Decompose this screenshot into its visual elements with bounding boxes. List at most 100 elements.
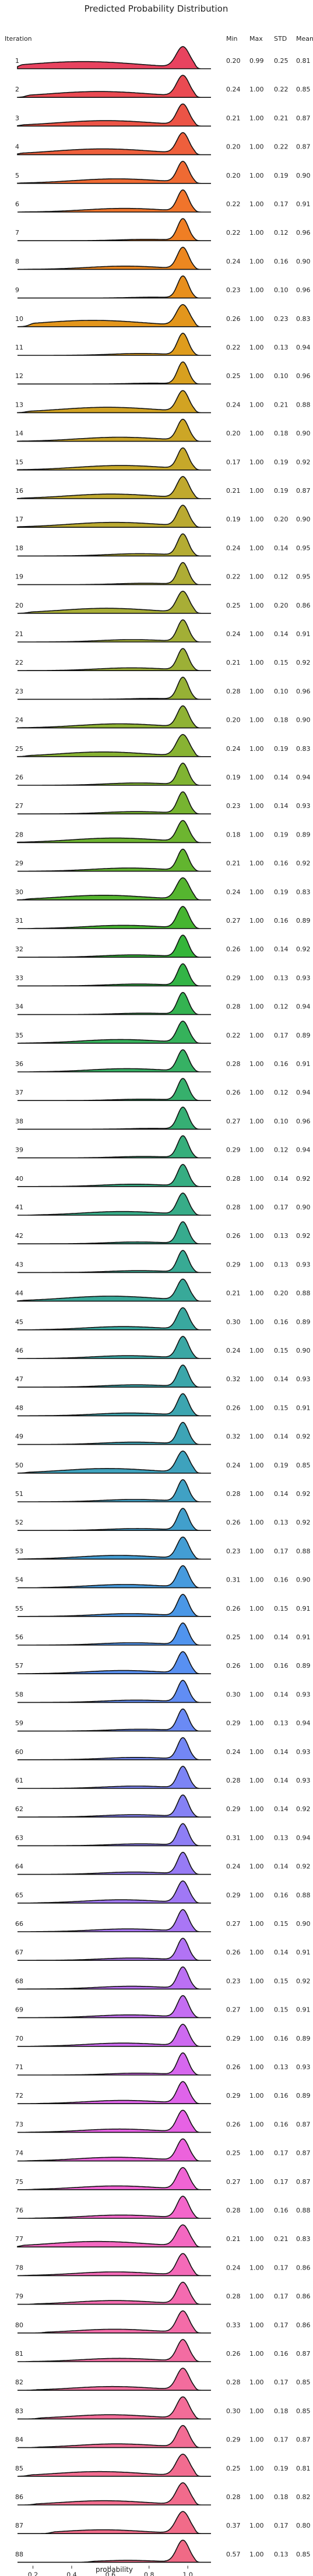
stat-std: 0.16	[274, 2035, 289, 2042]
stat-min: 0.26	[226, 2350, 241, 2358]
ridge-iteration-61	[17, 1766, 211, 1789]
ridge-iteration-2	[17, 75, 211, 98]
stat-max: 1.00	[249, 458, 264, 466]
row-label: 64	[15, 1863, 23, 1871]
stat-min: 0.24	[226, 1462, 241, 1469]
stat-min: 0.26	[226, 2063, 241, 2071]
ridge-iteration-40	[17, 1163, 211, 1187]
ridge-iteration-31	[17, 906, 211, 929]
stat-mean: 0.91	[296, 630, 311, 638]
stat-mean: 0.85	[296, 2407, 311, 2415]
ridge-iteration-9	[17, 275, 211, 299]
ridge-iteration-23	[17, 676, 211, 700]
stat-max: 1.00	[249, 945, 264, 953]
stat-mean: 0.81	[296, 57, 311, 65]
row-label: 32	[15, 945, 23, 953]
stat-std: 0.12	[274, 229, 289, 237]
stat-max: 1.00	[249, 1633, 264, 1641]
row-label: 55	[15, 1605, 23, 1612]
ridge-iteration-34	[17, 991, 211, 1015]
ridge-iteration-47	[17, 1364, 211, 1388]
stat-max: 1.00	[249, 2235, 264, 2243]
stat-std: 0.15	[274, 2006, 289, 2014]
stat-max: 1.00	[249, 2293, 264, 2300]
min-header: Min	[226, 35, 238, 43]
stat-min: 0.26	[226, 945, 241, 953]
ridge-iteration-30	[17, 877, 211, 901]
stat-max: 1.00	[249, 1748, 264, 1756]
stat-std: 0.13	[274, 2550, 289, 2558]
stat-mean: 0.91	[296, 1949, 311, 1956]
stat-std: 0.13	[274, 1519, 289, 1526]
stat-max: 1.00	[249, 1949, 264, 1956]
stat-min: 0.21	[226, 860, 241, 867]
stat-max: 1.00	[249, 315, 264, 323]
stat-max: 1.00	[249, 1347, 264, 1354]
stat-std: 0.17	[274, 2150, 289, 2157]
stat-max: 1.00	[249, 1060, 264, 1068]
stat-max: 1.00	[249, 659, 264, 666]
stat-min: 0.22	[226, 573, 241, 581]
stat-max: 1.00	[249, 114, 264, 122]
ridge-iteration-81	[17, 2339, 211, 2362]
stat-mean: 0.92	[296, 1863, 311, 1871]
stat-mean: 0.90	[296, 430, 311, 437]
row-label: 67	[15, 1949, 23, 1956]
stat-mean: 0.89	[296, 2092, 311, 2099]
stat-std: 0.13	[274, 1834, 289, 1841]
stat-mean: 0.86	[296, 2264, 311, 2271]
stat-std: 0.16	[274, 1060, 289, 1068]
ridge-iteration-57	[17, 1651, 211, 1674]
stat-mean: 0.86	[296, 2321, 311, 2329]
stat-max: 1.00	[249, 2522, 264, 2529]
stat-max: 1.00	[249, 1032, 264, 1039]
stat-mean: 0.92	[296, 1232, 311, 1240]
stat-min: 0.28	[226, 2207, 241, 2214]
stat-std: 0.14	[274, 1175, 289, 1183]
row-label: 17	[15, 516, 23, 523]
stat-mean: 0.94	[296, 1834, 311, 1841]
stat-mean: 0.87	[296, 114, 311, 122]
row-label: 81	[15, 2350, 23, 2358]
stat-mean: 0.95	[296, 573, 311, 581]
row-label: 61	[15, 1777, 23, 1784]
row-label: 24	[15, 717, 23, 724]
stat-min: 0.18	[226, 831, 241, 838]
stat-min: 0.20	[226, 717, 241, 724]
stat-min: 0.24	[226, 1863, 241, 1871]
stat-mean: 0.92	[296, 1519, 311, 1526]
stat-std: 0.25	[274, 57, 289, 65]
stat-max: 1.00	[249, 2550, 264, 2558]
stat-max: 1.00	[249, 2150, 264, 2157]
stat-min: 0.28	[226, 1490, 241, 1498]
stat-min: 0.22	[226, 344, 241, 351]
stat-max: 1.00	[249, 1433, 264, 1441]
stat-mean: 0.93	[296, 802, 311, 810]
stat-std: 0.22	[274, 143, 289, 151]
stat-min: 0.25	[226, 1633, 241, 1641]
ridge-iteration-43	[17, 1250, 211, 1273]
stat-min: 0.28	[226, 1777, 241, 1784]
stat-max: 1.00	[249, 1204, 264, 1211]
row-label: 22	[15, 659, 23, 666]
stat-min: 0.29	[226, 1261, 241, 1268]
stat-std: 0.20	[274, 1290, 289, 1297]
ridges-group	[17, 46, 211, 2563]
ridge-iteration-82	[17, 2367, 211, 2391]
stat-mean: 0.93	[296, 1261, 311, 1268]
ridge-iteration-67	[17, 1938, 211, 1961]
ridge-iteration-74	[17, 2138, 211, 2162]
stat-mean: 0.91	[296, 1605, 311, 1612]
stat-min: 0.26	[226, 1519, 241, 1526]
stat-min: 0.31	[226, 1834, 241, 1841]
row-label: 28	[15, 831, 23, 838]
ridge-iteration-35	[17, 1020, 211, 1044]
ridge-iteration-41	[17, 1192, 211, 1216]
row-label: 38	[15, 1117, 23, 1125]
ridge-iteration-7	[17, 218, 211, 241]
ridge-iteration-55	[17, 1593, 211, 1617]
stat-min: 0.32	[226, 1433, 241, 1441]
stat-mean: 0.90	[296, 1204, 311, 1211]
stat-min: 0.29	[226, 2092, 241, 2099]
stat-max: 1.00	[249, 229, 264, 237]
